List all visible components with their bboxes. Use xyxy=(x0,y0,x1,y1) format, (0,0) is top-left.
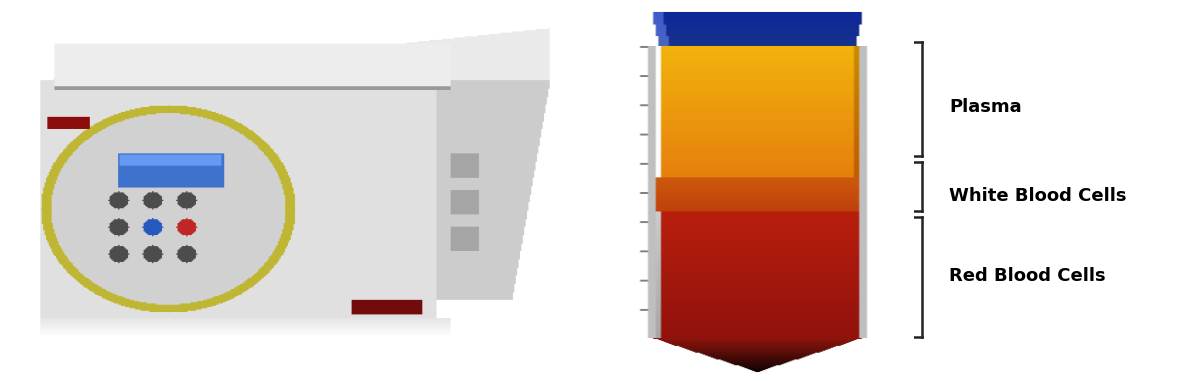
Text: Red Blood Cells: Red Blood Cells xyxy=(949,267,1106,285)
Text: (b): (b) xyxy=(611,15,643,34)
Text: White Blood Cells: White Blood Cells xyxy=(949,187,1127,205)
Text: (a): (a) xyxy=(18,15,48,34)
Text: Plasma: Plasma xyxy=(949,98,1022,116)
